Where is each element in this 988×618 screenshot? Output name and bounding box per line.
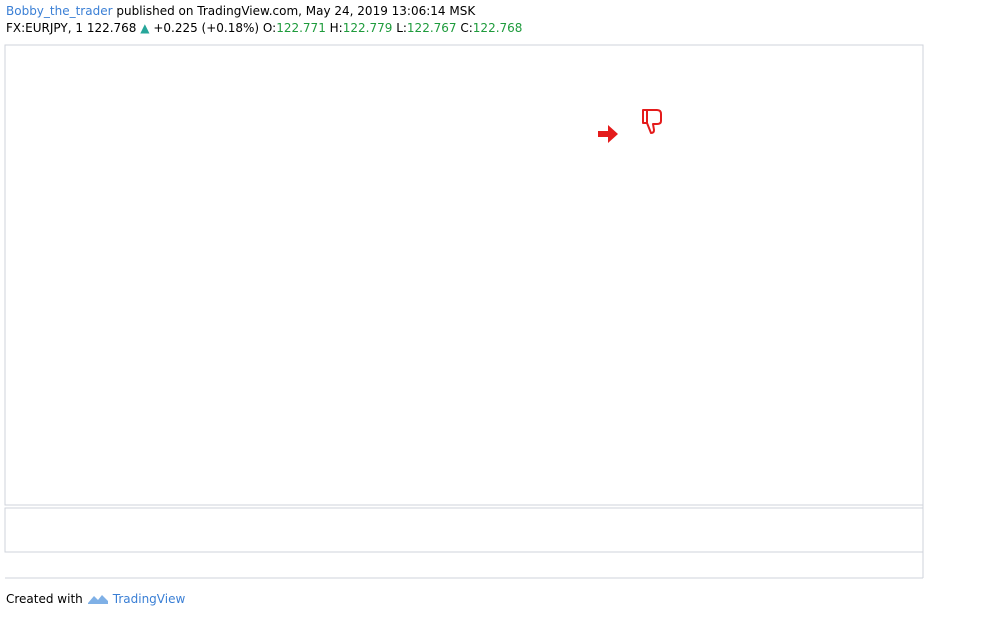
symbol-part: H: <box>329 21 343 35</box>
brand[interactable]: TradingView <box>112 592 186 606</box>
symbol-part: 122.779 <box>342 21 393 35</box>
red-arrow <box>598 125 618 143</box>
footer: Created with TradingView <box>6 592 185 606</box>
symbol-part: ▲ <box>140 21 150 35</box>
published: published on TradingView.com, May 24, 20… <box>116 4 476 18</box>
symbol-part: +0.225 (+0.18%) <box>153 21 260 35</box>
rsi-pane <box>4 507 924 553</box>
author[interactable]: Bobby_the_trader <box>6 4 113 18</box>
symbol-part: 122.767 <box>406 21 457 35</box>
chart <box>4 44 924 579</box>
symbol-part: O: <box>262 21 277 35</box>
created-with: Created with <box>6 592 83 606</box>
symbol-part: FX:EURJPY, 1 <box>6 21 83 35</box>
price-pane <box>4 44 924 506</box>
tv-logo <box>87 595 108 604</box>
symbol-line: FX:EURJPY, 1 122.768 ▲ +0.225 (+0.18%) O… <box>6 21 522 35</box>
thumbs-down-icon <box>642 109 662 134</box>
publish-line: Bobby_the_trader published on TradingVie… <box>6 4 475 18</box>
symbol-part: C: <box>460 21 473 35</box>
symbol-part: L: <box>396 21 407 35</box>
symbol-part: 122.768 <box>86 21 137 35</box>
symbol-part: 122.768 <box>472 21 523 35</box>
symbol-part: 122.771 <box>276 21 326 35</box>
